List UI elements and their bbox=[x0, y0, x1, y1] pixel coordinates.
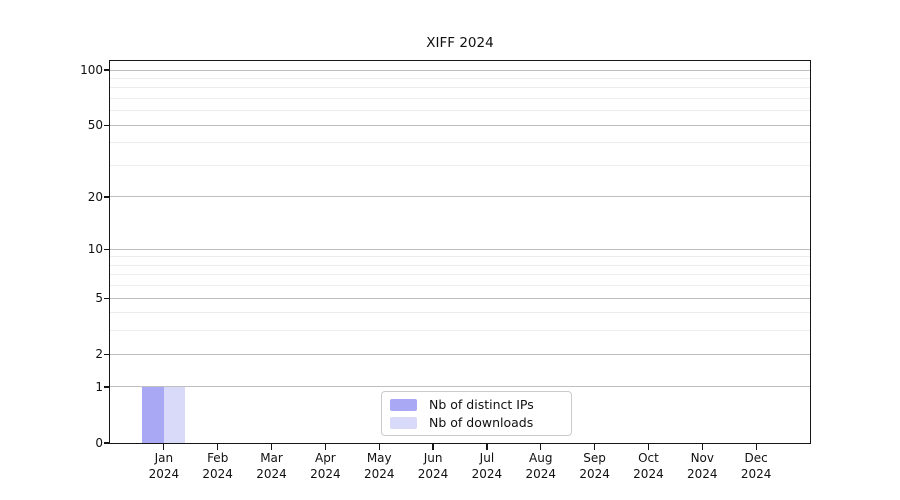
x-tick bbox=[647, 444, 650, 450]
x-tick-year: 2024 bbox=[256, 466, 287, 481]
y-minor-gridline bbox=[110, 142, 810, 144]
y-minor-gridline bbox=[110, 77, 810, 79]
y-tick-label: 1 bbox=[95, 379, 103, 394]
y-major-gridline bbox=[110, 196, 810, 198]
x-tick-month: Dec bbox=[744, 451, 768, 465]
y-tick-label: 0 bbox=[95, 436, 103, 450]
legend-swatch-distinct-ips bbox=[390, 398, 417, 411]
bar-nb-of-distinct-ips-jan bbox=[142, 386, 164, 443]
y-tick-label: 20 bbox=[87, 189, 103, 204]
y-major-gridline bbox=[110, 353, 810, 355]
x-tick bbox=[432, 444, 434, 450]
x-tick-year: 2024 bbox=[417, 466, 449, 481]
legend-label-downloads: Nb of downloads bbox=[429, 415, 534, 430]
x-tick-year: 2024 bbox=[525, 466, 557, 481]
y-minor-gridline bbox=[110, 87, 810, 89]
y-minor-gridline bbox=[110, 330, 810, 332]
y-minor-gridline bbox=[110, 165, 810, 166]
x-tick bbox=[217, 444, 219, 450]
x-tick bbox=[540, 444, 542, 450]
x-tick-year: 2024 bbox=[202, 466, 233, 481]
x-tick-label: Dec 2024 bbox=[724, 451, 788, 482]
x-tick bbox=[593, 444, 596, 450]
x-tick-month: Jul bbox=[479, 451, 495, 465]
x-tick bbox=[270, 444, 273, 450]
y-major-gridline bbox=[110, 124, 810, 126]
y-tick bbox=[104, 353, 110, 355]
x-tick-year: 2024 bbox=[471, 466, 503, 481]
y-tick bbox=[104, 442, 110, 444]
x-tick bbox=[324, 444, 327, 450]
x-tick-month: Jun bbox=[423, 451, 443, 465]
x-tick-label: Feb 2024 bbox=[186, 451, 250, 482]
x-tick bbox=[378, 444, 380, 450]
y-tick-label: 100 bbox=[80, 63, 103, 78]
legend-item-distinct-ips: Nb of distinct IPs bbox=[390, 397, 571, 412]
y-tick-label: 50 bbox=[87, 118, 103, 133]
y-tick-label: 10 bbox=[87, 242, 103, 257]
x-tick-label: Sep 2024 bbox=[563, 451, 627, 482]
x-tick-year: 2024 bbox=[687, 466, 718, 481]
legend-label-distinct-ips: Nb of distinct IPs bbox=[429, 397, 534, 412]
x-tick-label: Jun 2024 bbox=[401, 451, 465, 482]
x-tick-year: 2024 bbox=[579, 466, 610, 481]
x-tick bbox=[163, 444, 165, 450]
x-tick bbox=[486, 444, 488, 450]
y-tick bbox=[104, 124, 110, 126]
x-tick-month: Feb bbox=[207, 451, 229, 465]
y-minor-gridline bbox=[110, 256, 810, 258]
y-minor-gridline bbox=[110, 264, 810, 266]
y-tick bbox=[104, 196, 110, 198]
x-tick bbox=[755, 444, 757, 450]
x-tick-month: May bbox=[366, 451, 392, 465]
y-major-gridline bbox=[110, 69, 810, 71]
x-tick-year: 2024 bbox=[310, 466, 341, 481]
x-tick-month: Nov bbox=[690, 451, 714, 465]
y-tick-label: 5 bbox=[95, 291, 103, 306]
y-major-gridline bbox=[110, 386, 810, 388]
y-minor-gridline bbox=[110, 274, 810, 276]
chart-title: XIFF 2024 bbox=[426, 35, 494, 51]
y-tick bbox=[104, 297, 110, 299]
x-tick-month: Mar bbox=[260, 451, 283, 465]
x-tick-label: Jan 2024 bbox=[132, 451, 196, 482]
x-tick-label: Mar 2024 bbox=[240, 451, 304, 482]
x-tick-month: Apr bbox=[314, 451, 336, 465]
x-tick-month: Oct bbox=[638, 451, 659, 465]
x-tick-label: Oct 2024 bbox=[616, 451, 680, 482]
x-tick-label: Jul 2024 bbox=[455, 451, 519, 482]
x-tick-label: May 2024 bbox=[347, 451, 411, 482]
x-tick-year: 2024 bbox=[633, 466, 664, 481]
y-minor-gridline bbox=[110, 110, 810, 112]
y-minor-gridline bbox=[110, 312, 810, 314]
x-tick-label: Aug 2024 bbox=[509, 451, 573, 482]
y-tick bbox=[104, 248, 110, 250]
y-tick bbox=[104, 386, 110, 388]
legend-item-downloads: Nb of downloads bbox=[390, 415, 571, 430]
x-tick-month: Aug bbox=[529, 451, 553, 465]
y-major-gridline bbox=[110, 248, 810, 250]
y-major-gridline bbox=[110, 297, 810, 299]
x-tick-label: Apr 2024 bbox=[293, 451, 357, 482]
y-minor-gridline bbox=[110, 98, 810, 100]
x-tick-year: 2024 bbox=[740, 466, 772, 481]
bar-nb-of-downloads-jan bbox=[163, 386, 186, 443]
x-tick-month: Sep bbox=[583, 451, 606, 465]
x-tick-label: Nov 2024 bbox=[670, 451, 734, 482]
legend: Nb of distinct IPs Nb of downloads bbox=[381, 391, 572, 436]
x-tick bbox=[701, 444, 703, 450]
legend-swatch-downloads bbox=[390, 416, 417, 429]
y-minor-gridline bbox=[110, 285, 810, 287]
y-tick-label: 2 bbox=[95, 347, 103, 362]
x-tick-year: 2024 bbox=[148, 466, 180, 481]
x-tick-year: 2024 bbox=[363, 466, 395, 481]
y-tick bbox=[104, 69, 110, 71]
x-tick-month: Jan bbox=[154, 451, 174, 465]
